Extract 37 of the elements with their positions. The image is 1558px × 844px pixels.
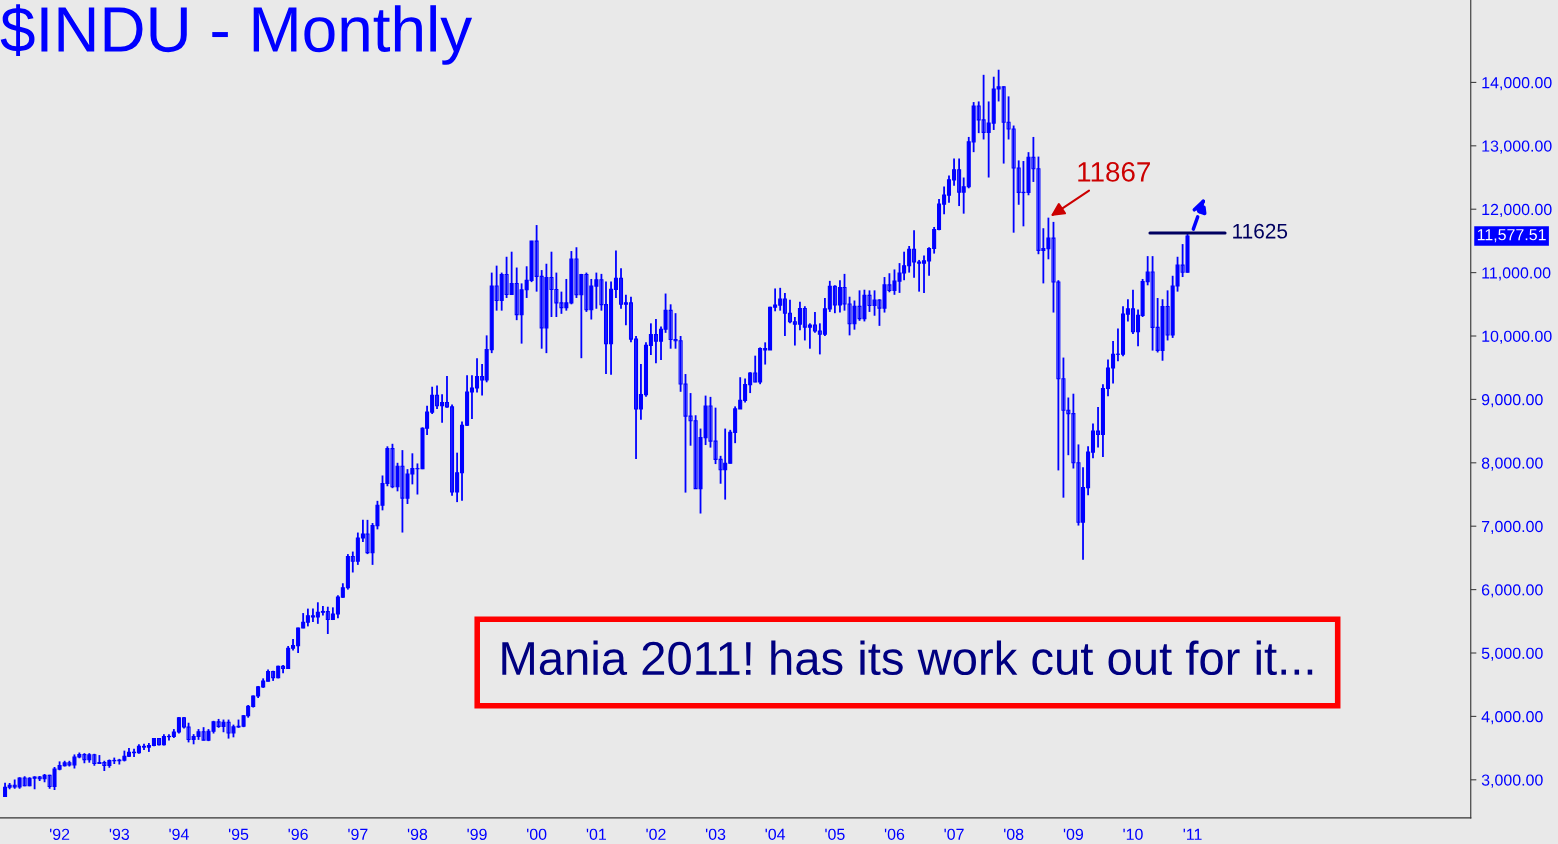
y-tick-label: 14,000.00 — [1482, 77, 1552, 91]
x-tick-label: '97 — [348, 828, 368, 840]
x-tick-label: '05 — [825, 828, 845, 840]
x-tick-label: '06 — [884, 828, 905, 840]
y-tick-label: 7,000.00 — [1481, 520, 1543, 535]
text: 11,577.51 — [1477, 229, 1546, 243]
x-tick-label: '02 — [646, 828, 666, 840]
y-tick-label: 6,000.00 — [1481, 584, 1543, 598]
y-tick-label: 12,000.00 — [1482, 203, 1552, 218]
y-tick-label: 5,000.00 — [1481, 647, 1543, 661]
annotation: 11625 — [1233, 223, 1288, 239]
y-tick-label: 3,000.00 — [1481, 774, 1543, 788]
x-tick-label: '92 — [49, 828, 70, 840]
y-tick-label: 4,000.00 — [1481, 711, 1543, 725]
annotation: 11867 — [1078, 162, 1150, 182]
x-tick-label: '01 — [586, 828, 606, 840]
y-tick-label: 10,000.00 — [1482, 330, 1552, 344]
y-tick-label: 8,000.00 — [1481, 457, 1543, 471]
x-tick-label: '96 — [288, 828, 308, 840]
x-tick-label: '09 — [1063, 828, 1084, 840]
x-tick-label: '10 — [1123, 828, 1143, 840]
y-tick-label: 9,000.00 — [1481, 394, 1543, 408]
x-tick-label: '00 — [527, 828, 547, 840]
x-tick-label: '11 — [1183, 828, 1202, 840]
x-tick-label: '94 — [169, 828, 189, 840]
x-tick-label: '04 — [765, 828, 786, 840]
y-tick-label: 13,000.00 — [1482, 140, 1552, 154]
y-tick-label: 11,000.00 — [1482, 267, 1551, 281]
x-tick-label: '95 — [228, 828, 249, 840]
x-tick-label: '07 — [944, 828, 964, 840]
x-tick-label: '08 — [1004, 828, 1024, 840]
annotation: Mania 2011! has its work cut out for it... — [502, 640, 1313, 676]
x-tick-label: '99 — [467, 828, 487, 840]
x-tick-label: '98 — [407, 828, 428, 840]
x-tick-label: '93 — [109, 828, 130, 840]
x-tick-label: '03 — [705, 828, 726, 840]
chart-title: $INDU - Monthly — [0, 4, 473, 65]
